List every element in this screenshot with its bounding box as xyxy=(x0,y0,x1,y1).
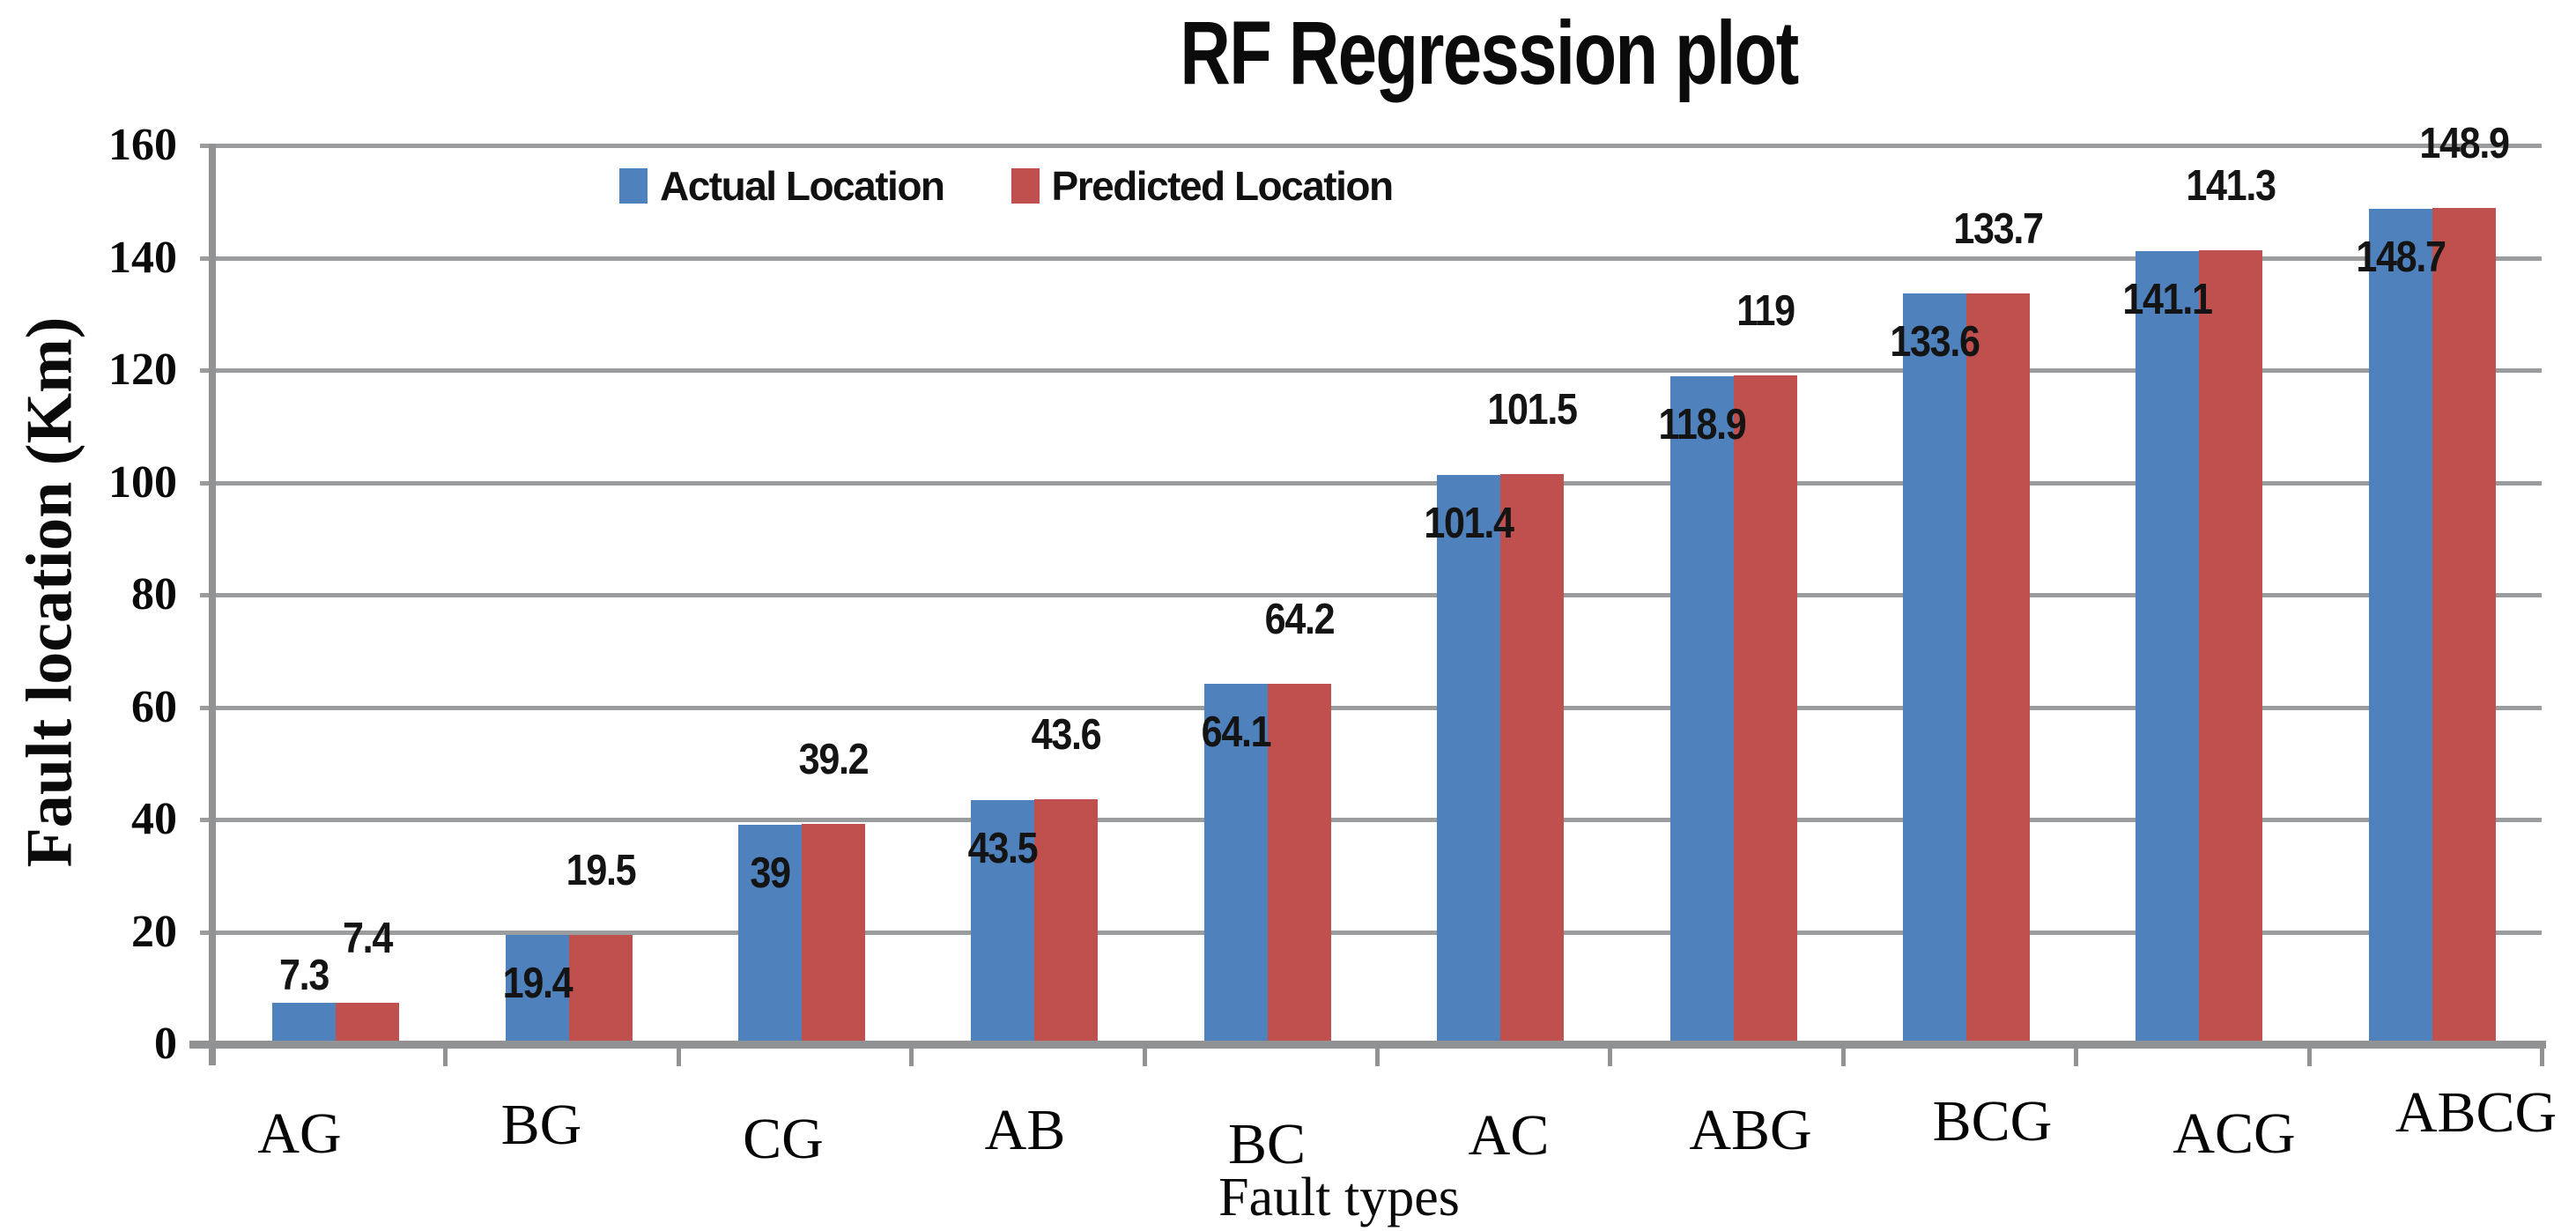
gridline-120 xyxy=(200,368,2542,373)
bar-actual-BG xyxy=(505,935,569,1044)
legend-item-actual: Actual Location xyxy=(619,162,945,210)
gridline-100 xyxy=(200,480,2542,486)
bar-predicted-AC xyxy=(1500,473,1565,1044)
bar-actual-ABG xyxy=(1669,376,1734,1044)
x-axis-title: Fault types xyxy=(1218,1168,1460,1227)
data-label-predicted-ACG: 141.3 xyxy=(2186,162,2277,211)
chart-title: RF Regression plot xyxy=(1180,3,1799,103)
data-label-predicted-CG: 39.2 xyxy=(798,736,870,784)
gridline-40 xyxy=(200,818,2542,822)
y-tick-label-160: 160 xyxy=(108,120,177,170)
legend-label: Actual Location xyxy=(660,163,945,209)
x-tick-mark-4 xyxy=(1142,1044,1147,1066)
x-tick-mark-9 xyxy=(2306,1044,2312,1066)
data-label-predicted-BC: 64.2 xyxy=(1264,595,1335,643)
y-tick-label-60: 60 xyxy=(131,681,177,732)
gridline-20 xyxy=(200,930,2542,935)
y-axis-line xyxy=(209,144,216,1065)
x-tick-mark-2 xyxy=(676,1044,681,1066)
data-label-predicted-AB: 43.6 xyxy=(1032,711,1102,760)
data-label-predicted-BG: 19.5 xyxy=(566,846,636,894)
data-label-predicted-AG: 7.4 xyxy=(343,914,393,962)
data-label-actual-BC: 64.1 xyxy=(1201,708,1271,757)
x-tick-mark-5 xyxy=(1375,1044,1380,1066)
x-tick-label-AG: AG xyxy=(257,1101,342,1166)
x-tick-mark-8 xyxy=(2074,1044,2079,1066)
y-tick-label-100: 100 xyxy=(108,456,177,508)
x-tick-label-BCG: BCG xyxy=(1932,1089,2053,1153)
data-label-predicted-BCG: 133.7 xyxy=(1953,204,2044,253)
x-tick-label-BG: BG xyxy=(500,1093,582,1157)
bar-predicted-AG xyxy=(336,1002,400,1044)
bar-actual-AB xyxy=(971,799,1035,1044)
bar-actual-ABCG xyxy=(2368,209,2432,1044)
bar-actual-CG xyxy=(738,825,802,1044)
x-tick-label-AB: AB xyxy=(984,1098,1066,1162)
x-tick-label-CG: CG xyxy=(743,1107,824,1171)
x-tick-label-AC: AC xyxy=(1468,1103,1550,1168)
x-tick-mark-3 xyxy=(909,1044,914,1066)
y-tick-label-80: 80 xyxy=(131,569,177,619)
data-label-actual-ABCG: 148.7 xyxy=(2356,234,2446,282)
x-tick-mark-10 xyxy=(2540,1044,2544,1066)
bar-actual-ACG xyxy=(2136,251,2200,1044)
legend-label: Predicted Location xyxy=(1051,163,1395,209)
bar-predicted-BG xyxy=(568,934,633,1044)
bar-actual-AG xyxy=(272,1003,337,1044)
bar-actual-AC xyxy=(1437,474,1501,1044)
bar-predicted-ABG xyxy=(1733,375,1797,1044)
x-tick-label-ACG: ACG xyxy=(2173,1101,2296,1166)
data-label-actual-ACG: 141.1 xyxy=(2122,276,2214,324)
y-tick-label-140: 140 xyxy=(108,232,177,283)
x-tick-mark-7 xyxy=(1840,1044,1846,1066)
bar-predicted-BC xyxy=(1267,683,1331,1044)
y-tick-label-120: 120 xyxy=(108,345,177,395)
bar-predicted-BCG xyxy=(1966,293,2030,1044)
y-tick-label-40: 40 xyxy=(131,794,177,844)
legend-swatch-icon xyxy=(619,168,648,204)
bar-predicted-ABCG xyxy=(2432,207,2496,1044)
data-label-actual-CG: 39 xyxy=(750,849,791,898)
x-tick-mark-6 xyxy=(1608,1044,1613,1066)
x-tick-label-ABCG: ABCG xyxy=(2395,1080,2557,1145)
legend-item-predicted: Predicted Location xyxy=(1010,162,1395,210)
y-tick-label-20: 20 xyxy=(131,906,177,957)
gridline-160 xyxy=(200,144,2542,148)
data-label-predicted-AC: 101.5 xyxy=(1487,385,1579,434)
x-axis-line xyxy=(189,1041,2546,1049)
x-tick-label-BC: BC xyxy=(1227,1112,1307,1176)
data-label-predicted-ABCG: 148.9 xyxy=(2419,119,2510,167)
gridline-80 xyxy=(200,593,2542,597)
x-tick-mark-1 xyxy=(443,1044,448,1066)
data-label-actual-AC: 101.4 xyxy=(1424,499,1515,547)
bar-predicted-AB xyxy=(1034,799,1099,1044)
y-tick-label-0: 0 xyxy=(154,1019,177,1069)
data-label-actual-ABG: 118.9 xyxy=(1658,401,1746,449)
data-label-actual-BCG: 133.6 xyxy=(1890,318,1980,367)
data-label-actual-BG: 19.4 xyxy=(502,960,573,1008)
bar-predicted-CG xyxy=(802,824,865,1044)
bar-actual-BCG xyxy=(1903,293,1966,1044)
x-tick-label-ABG: ABG xyxy=(1689,1098,1812,1162)
data-label-predicted-ABG: 119 xyxy=(1736,287,1795,336)
data-label-actual-AB: 43.5 xyxy=(968,824,1039,872)
bar-actual-BC xyxy=(1203,684,1268,1044)
data-label-actual-AG: 7.3 xyxy=(279,952,329,1000)
legend: Actual Location Predicted Location xyxy=(619,162,1395,210)
gridline-60 xyxy=(200,705,2542,710)
legend-swatch-icon xyxy=(1010,168,1040,204)
bar-predicted-ACG xyxy=(2199,250,2263,1044)
gridline-140 xyxy=(200,256,2542,261)
